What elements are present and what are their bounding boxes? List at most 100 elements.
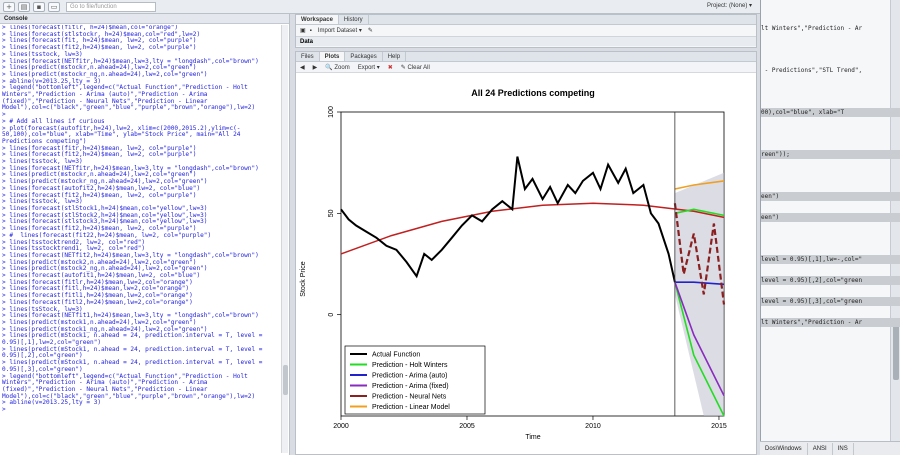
y-tick-label: 0 [328,313,335,317]
legend-label: Prediction - Arima (auto) [372,373,447,380]
chart-title: All 24 Predictions competing [471,88,595,98]
editor-line [761,45,900,54]
console-line: 0.95)[,3],col="green") [2,365,83,373]
console-line: > # Add all lines if curious [2,117,105,125]
console-line: > lines(tsstocktrend2, lw=2, col="red") [2,238,146,246]
editor-line: level = 0.95)[,1],lw=-,col=" [761,255,900,264]
console-line: Model"),col=c("black","green","blue","pu… [2,392,256,400]
import-dataset-button[interactable]: Import Dataset ▾ [317,28,362,34]
save-workspace-icon[interactable]: ▪ [309,27,312,34]
console-line: Winters","Prediction - Arima (auto)","Pr… [2,91,208,99]
console-line: > lines(predict(mstock2,n.ahead=24),lw=2… [2,258,197,266]
console-line: > lines(predict(mstockr,n.ahead=24),lw=2… [2,171,197,179]
editor-line: level = 0.95)[,2],col="green [761,276,900,285]
forward-arrow-icon[interactable]: ▶ [312,64,318,71]
console-line: > plot(forecast(autofitr,h=24),lw=2, xli… [2,124,241,132]
console-line: > legend("bottomleft",legend=c("Actual F… [2,372,248,380]
console-line: > lines(forecast(fit2,h=24)$mean, lw=2, … [2,44,197,52]
console-line: > lines(tsstock, lw=3) [2,198,83,206]
console-line: > lines(forecast(NETfit2,h=24)$mean,lw=3… [2,251,259,259]
remove-plot-icon[interactable]: ✖ [387,64,393,71]
workspace-tabs: Workspace History [296,15,756,25]
editor-line: een") [761,213,900,222]
tab-plots[interactable]: Plots [319,52,346,61]
tab-workspace[interactable]: Workspace [296,15,339,24]
console-line: > lines(forecast(stlStock2,h=24)$mean,co… [2,211,208,219]
console-line: > lines(predict(mstockr,n.ahead=24),lw=2… [2,64,197,72]
console-line: > lines(tsstock, lw=3) [2,158,83,166]
editor-line: level = 0.95)[,3],col="green [761,297,900,306]
editor-line: reen")); [761,150,900,159]
console-line: > lines(predict(mstockr_ng,n.ahead=24),l… [2,178,208,186]
print-icon[interactable]: ▭ [48,1,60,12]
console-line: > lines(predict(mStock1, n.ahead = 24, p… [2,332,263,340]
console-line: > [2,111,6,119]
tab-help[interactable]: Help [383,52,407,61]
clear-all-label: Clear All [407,64,430,71]
zoom-label: Zoom [334,64,350,71]
tab-packages[interactable]: Packages [345,52,383,61]
x-tick-label: 2005 [459,423,475,430]
insert-mode-status: INS [833,442,854,455]
console-line: (fixed)","Prediction - Neural Nets","Pre… [2,385,208,393]
load-workspace-icon[interactable]: ▣ [300,28,306,34]
x-tick-label: 2015 [711,423,727,430]
back-arrow-icon[interactable]: ◀ [300,64,305,71]
x-axis-label: Time [525,434,540,441]
console-scroll-thumb[interactable] [283,365,288,395]
console-line: Model"),col=c("black","green","blue","pu… [2,104,256,112]
x-tick-label: 2010 [585,423,601,430]
y-tick-label: 50 [328,209,335,217]
legend-label: Actual Function [372,352,420,359]
tab-files[interactable]: Files [296,52,320,61]
console-line: (fixed)","Prediction - Neural Nets","Pre… [2,97,208,105]
line-ending-status: Dos\Windows [760,442,808,455]
legend-label: Prediction - Holt Winters [372,362,448,369]
console-line: 0.95)[,2],col="green") [2,352,83,360]
editor-line [761,171,900,180]
console-line: > lines(predict(mstock1_ng,n.ahead=24),l… [2,325,208,333]
new-file-icon[interactable]: + [3,1,15,12]
console-line: > lines(tsstocktrend1, lw=2, col="red") [2,245,146,253]
actual-series-line [340,156,676,283]
console-line: > abline(v=2013.25,lty = 3) [2,399,102,407]
encoding-status: ANSI [808,442,833,455]
console-line: > lines(forecast(fit2,h=24)$mean, lw=2, … [2,225,197,233]
clear-workspace-icon[interactable]: ✎ [367,28,373,34]
zoom-button[interactable]: 🔍 Zoom [325,64,350,71]
legend-box [344,345,486,415]
console-line: > lines(forecast(NETfitr,h=24)$mean,lw=3… [2,57,259,65]
console-line: > lines(predict(mstock2_ng,n.ahead=24),l… [2,265,208,273]
console-line: > lines(forecast(autofit2,h=24)$mean,lw=… [2,184,201,192]
console-line: > lines(forecast(autofit1,h=24)$mean,lw=… [2,272,201,280]
open-file-icon[interactable]: ▤ [18,1,30,12]
console-line: > lines(forecast(fit2,h=24)$mean, lw=2, … [2,151,197,159]
editor-line: - Predictions","STL Trend", [761,67,863,74]
y-axis-label: Stock Price [300,261,307,297]
source-editor[interactable]: lt Winters","Prediction - Ar - Predictio… [760,0,900,441]
forecast-line [673,203,726,305]
forecast-line [674,180,725,190]
plots-tabs: Files Plots Packages Help [296,52,756,62]
console-line: > lines(forecast(NETfitr,h=24)$mean,lw=3… [2,164,259,172]
console-line: > lines(predict(mstock1,n.ahead=24),lw=2… [2,318,197,326]
editor-scroll-thumb[interactable] [893,320,899,380]
export-button[interactable]: Export ▾ [357,64,380,71]
chart-marks: 2000 2005 2010 2015 0 50 100 Actual Function Pre… [328,106,727,430]
console-line: > abline(v=2013.25,lty = 3) [2,77,102,85]
tab-history[interactable]: History [339,15,369,24]
console-scrollbar[interactable] [281,25,288,453]
console-line: 50,100),col="blue", xlab="Time", ylab="S… [2,131,241,139]
console-line: > lines(forecast(stlStock1,h=24)$mean,co… [2,204,208,212]
clear-all-button[interactable]: ✎ Clear All [400,64,430,71]
console-line: Winters","Prediction - Arima (auto)","Pr… [2,379,208,387]
console-line: > [2,406,6,414]
console-output[interactable]: > lines(forecast(fitlr, h=24)$mean,col="… [2,25,280,453]
y-tick-label: 100 [328,106,335,118]
save-icon[interactable]: ▪ [33,1,45,12]
goto-file-input[interactable]: Go to file/function [66,1,156,12]
project-menu[interactable]: Project: (None) ▾ [706,3,752,9]
editor-statusbar: Dos\Windows ANSI INS [760,441,900,455]
console-line: > lines(forecast(fit, h=24)$mean, lw=2, … [2,37,197,45]
console-line: > lines(forecast(fitl,h=24)$mean,lw=2,co… [2,285,190,293]
